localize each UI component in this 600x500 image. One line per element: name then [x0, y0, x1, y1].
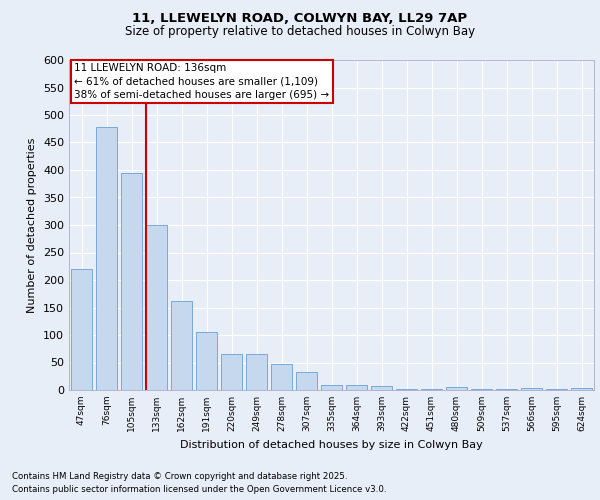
X-axis label: Distribution of detached houses by size in Colwyn Bay: Distribution of detached houses by size …: [180, 440, 483, 450]
Bar: [446, 387, 467, 390]
Text: 11, LLEWELYN ROAD, COLWYN BAY, LL29 7AP: 11, LLEWELYN ROAD, COLWYN BAY, LL29 7AP: [133, 12, 467, 26]
Bar: [96, 127, 117, 390]
Bar: [296, 372, 317, 390]
Bar: [271, 364, 292, 390]
Bar: [396, 389, 417, 390]
Bar: [121, 173, 142, 390]
Bar: [221, 354, 242, 390]
Bar: [246, 354, 267, 390]
Bar: [571, 388, 592, 390]
Text: 11 LLEWELYN ROAD: 136sqm
← 61% of detached houses are smaller (1,109)
38% of sem: 11 LLEWELYN ROAD: 136sqm ← 61% of detach…: [74, 64, 329, 100]
Bar: [346, 384, 367, 390]
Bar: [146, 225, 167, 390]
Bar: [321, 384, 342, 390]
Bar: [371, 386, 392, 390]
Text: Size of property relative to detached houses in Colwyn Bay: Size of property relative to detached ho…: [125, 25, 475, 38]
Bar: [71, 269, 92, 390]
Y-axis label: Number of detached properties: Number of detached properties: [28, 138, 37, 312]
Bar: [196, 332, 217, 390]
Text: Contains public sector information licensed under the Open Government Licence v3: Contains public sector information licen…: [12, 485, 386, 494]
Bar: [421, 389, 442, 390]
Bar: [521, 388, 542, 390]
Bar: [171, 301, 192, 390]
Text: Contains HM Land Registry data © Crown copyright and database right 2025.: Contains HM Land Registry data © Crown c…: [12, 472, 347, 481]
